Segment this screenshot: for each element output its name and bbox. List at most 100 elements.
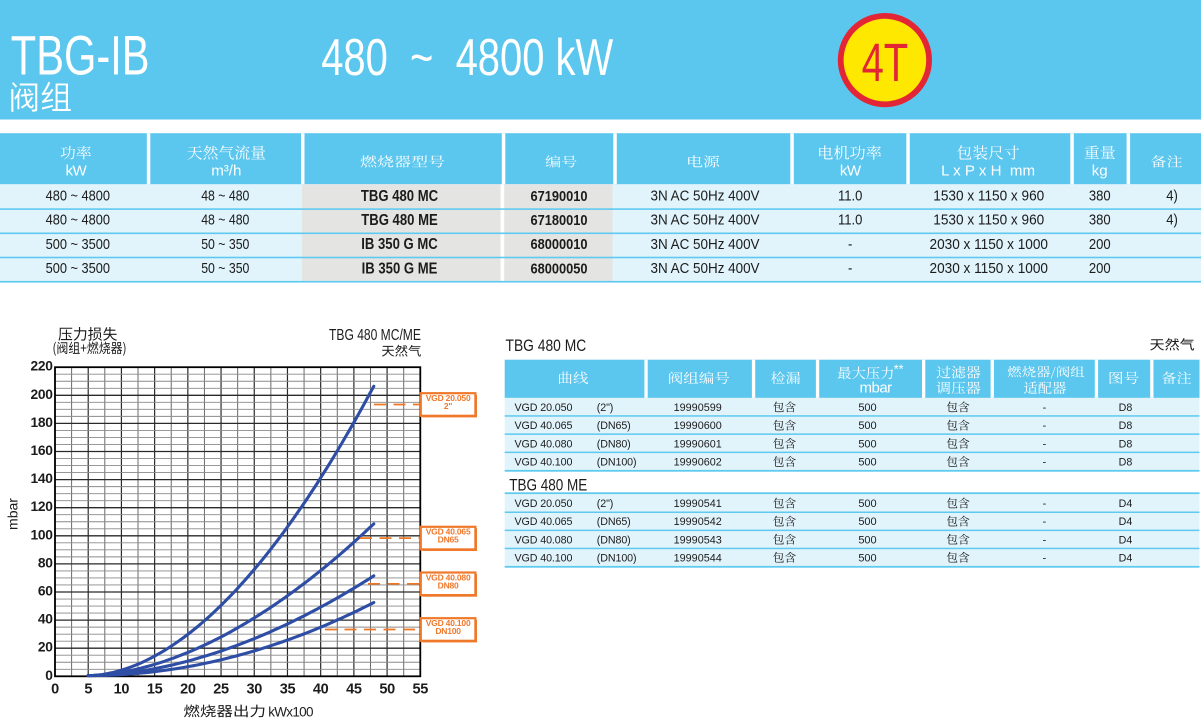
svg-text:D4: D4: [1119, 534, 1133, 546]
svg-text:68000010: 68000010: [530, 236, 587, 252]
svg-text:2": 2": [444, 401, 453, 411]
svg-text:TBG-IB: TBG-IB: [11, 26, 150, 87]
svg-text:500: 500: [858, 498, 876, 510]
svg-text:**: **: [894, 362, 904, 376]
svg-text:40: 40: [38, 612, 53, 627]
svg-text:500 ~ 3500: 500 ~ 3500: [46, 236, 111, 252]
svg-text:80: 80: [38, 555, 53, 570]
svg-text:L x P x H mm: L x P x H mm: [941, 162, 1035, 179]
svg-text:VGD 20.050: VGD 20.050: [515, 498, 573, 510]
svg-text:kWx100: kWx100: [268, 705, 313, 720]
svg-text:(DN80): (DN80): [597, 438, 631, 450]
svg-text:500: 500: [858, 457, 876, 469]
svg-text:19990602: 19990602: [674, 457, 722, 469]
svg-text:kW: kW: [840, 162, 862, 179]
svg-text:-: -: [1043, 420, 1047, 432]
svg-text:VGD 40.100: VGD 40.100: [515, 457, 573, 469]
svg-text:19990544: 19990544: [674, 552, 722, 564]
svg-text:500: 500: [858, 552, 876, 564]
svg-text:480 ~ 4800: 480 ~ 4800: [46, 212, 111, 228]
svg-text:120: 120: [30, 499, 53, 514]
svg-text:25: 25: [213, 682, 229, 698]
svg-text:-: -: [1043, 457, 1047, 469]
svg-text:0: 0: [51, 682, 59, 698]
svg-text:D4: D4: [1119, 498, 1133, 510]
svg-text:30: 30: [246, 682, 262, 698]
svg-text:67190010: 67190010: [530, 188, 587, 204]
svg-text:50 ~ 350: 50 ~ 350: [201, 260, 249, 276]
svg-text:-: -: [1043, 438, 1047, 450]
svg-text:200: 200: [1089, 236, 1111, 252]
svg-text:VGD 40.100: VGD 40.100: [515, 552, 573, 564]
svg-text:67180010: 67180010: [530, 212, 587, 228]
svg-text:4): 4): [1166, 212, 1178, 228]
svg-text:3N AC 50Hz 400V: 3N AC 50Hz 400V: [650, 260, 760, 277]
svg-text:-: -: [1043, 498, 1047, 510]
svg-text:(DN100): (DN100): [597, 552, 637, 564]
svg-text:480 ~ 4800: 480 ~ 4800: [46, 188, 111, 204]
svg-text:19990601: 19990601: [674, 438, 722, 450]
svg-text:50 ~ 350: 50 ~ 350: [201, 236, 249, 252]
svg-text:VGD 40.080: VGD 40.080: [426, 572, 471, 582]
svg-text:(DN80): (DN80): [597, 534, 631, 546]
svg-text:160: 160: [30, 443, 53, 458]
svg-text:19990543: 19990543: [674, 534, 722, 546]
svg-text:DN80: DN80: [438, 580, 459, 590]
svg-text:500: 500: [858, 402, 876, 414]
svg-text:48 ~ 480: 48 ~ 480: [201, 212, 249, 228]
svg-text:500 ~ 3500: 500 ~ 3500: [46, 260, 111, 276]
svg-text:2030 x 1150 x 1000: 2030 x 1150 x 1000: [930, 235, 1049, 251]
svg-text:40: 40: [313, 682, 329, 698]
svg-text:VGD 40.065: VGD 40.065: [515, 420, 573, 432]
svg-text:0: 0: [45, 668, 53, 683]
svg-text:19990599: 19990599: [674, 402, 722, 414]
svg-text:10: 10: [114, 682, 130, 698]
svg-text:IB 350 G MC: IB 350 G MC: [361, 236, 438, 254]
svg-text:45: 45: [346, 682, 362, 698]
svg-text:35: 35: [280, 682, 296, 698]
svg-text:-: -: [848, 236, 852, 252]
svg-text:60: 60: [38, 584, 53, 599]
svg-text:-: -: [1043, 552, 1047, 564]
svg-text:-: -: [848, 260, 852, 276]
svg-text:TBG 480 ME: TBG 480 ME: [361, 212, 438, 230]
svg-text:kg: kg: [1092, 162, 1108, 179]
svg-text:(2"): (2"): [597, 402, 613, 414]
svg-text:DN100: DN100: [435, 626, 461, 636]
svg-text:380: 380: [1089, 212, 1111, 228]
svg-text:(DN65): (DN65): [597, 420, 631, 432]
svg-text:VGD 40.100: VGD 40.100: [426, 618, 471, 628]
svg-text:m³/h: m³/h: [211, 162, 241, 179]
svg-text:55: 55: [413, 682, 429, 698]
svg-text:VGD 40.065: VGD 40.065: [426, 527, 471, 537]
svg-text:20: 20: [180, 682, 196, 698]
svg-text:VGD 20.050: VGD 20.050: [426, 393, 471, 403]
svg-text:180: 180: [30, 415, 53, 430]
svg-text:IB 350 G ME: IB 350 G ME: [362, 260, 438, 278]
svg-text:220: 220: [30, 359, 53, 374]
svg-text:5: 5: [84, 682, 92, 698]
svg-text:D4: D4: [1119, 516, 1133, 528]
svg-text:D8: D8: [1119, 402, 1133, 414]
svg-text:50: 50: [379, 682, 395, 698]
svg-text:VGD 20.050: VGD 20.050: [515, 402, 573, 414]
svg-text:mbar: mbar: [5, 498, 21, 530]
svg-text:11.0: 11.0: [838, 188, 863, 204]
svg-text:TBG 480 MC/ME: TBG 480 MC/ME: [329, 326, 421, 344]
svg-text:500: 500: [858, 516, 876, 528]
svg-text:TBG 480 MC: TBG 480 MC: [506, 337, 587, 356]
svg-text:(2"): (2"): [597, 498, 613, 510]
svg-text:mbar: mbar: [860, 380, 893, 397]
svg-text:3N AC 50Hz 400V: 3N AC 50Hz 400V: [650, 235, 760, 252]
svg-text:1530 x 1150 x 960: 1530 x 1150 x 960: [933, 211, 1044, 227]
svg-text:TBG 480 MC: TBG 480 MC: [361, 188, 439, 206]
svg-text:140: 140: [30, 471, 53, 486]
svg-text:500: 500: [858, 534, 876, 546]
svg-text:-: -: [1043, 516, 1047, 528]
svg-text:68000050: 68000050: [530, 261, 587, 277]
svg-text:100: 100: [30, 527, 53, 542]
svg-text:TBG 480 ME: TBG 480 ME: [509, 476, 587, 495]
svg-text:11.0: 11.0: [838, 212, 863, 228]
svg-text:3N AC 50Hz 400V: 3N AC 50Hz 400V: [650, 211, 760, 228]
svg-text:500: 500: [858, 438, 876, 450]
